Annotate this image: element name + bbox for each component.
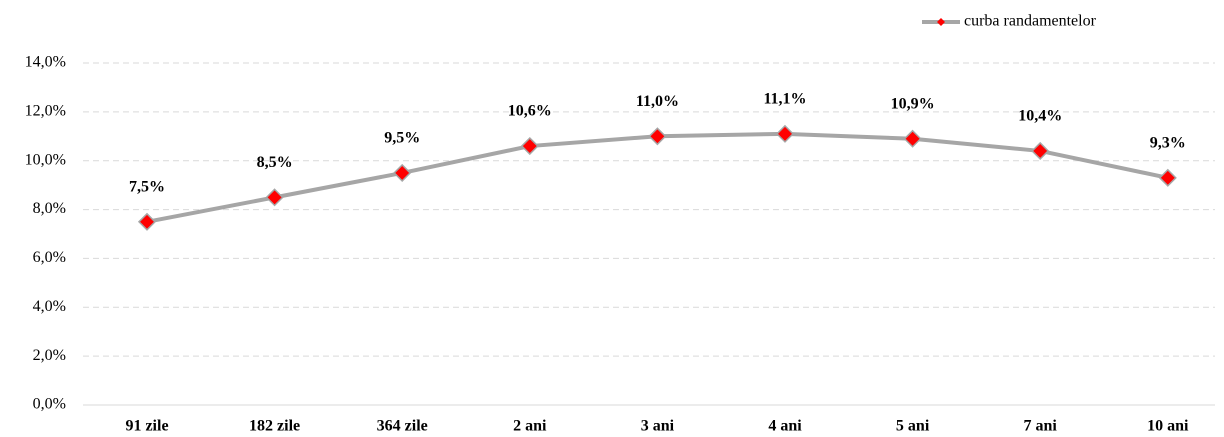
x-tick-label: 5 ani — [896, 418, 930, 435]
x-tick-label: 2 ani — [513, 418, 547, 435]
y-tick-label: 8,0% — [33, 200, 66, 217]
marker — [648, 127, 667, 146]
marker — [520, 136, 539, 156]
marker — [775, 124, 795, 143]
marker — [1031, 141, 1050, 161]
y-tick-label: 4,0% — [33, 298, 66, 315]
x-tick-label: 4 ani — [768, 418, 802, 435]
x-tick-label: 3 ani — [641, 418, 675, 435]
legend-label: curba randamentelor — [964, 13, 1097, 30]
x-tick-label: 91 zile — [125, 418, 168, 435]
x-tick-label: 10 ani — [1147, 418, 1189, 435]
y-tick-label: 14,0% — [25, 54, 66, 71]
x-tick-label: 182 zile — [249, 418, 300, 435]
marker — [1158, 168, 1177, 187]
y-tick-label: 12,0% — [25, 103, 66, 120]
marker — [393, 163, 412, 182]
data-label: 11,0% — [636, 93, 679, 110]
marker — [137, 212, 157, 231]
data-label: 7,5% — [129, 178, 165, 195]
y-tick-label: 2,0% — [33, 347, 66, 364]
marker — [903, 129, 922, 148]
legend-marker — [937, 18, 945, 26]
y-tick-label: 6,0% — [33, 249, 66, 266]
data-label: 10,6% — [508, 103, 552, 120]
data-label: 9,5% — [384, 130, 420, 147]
data-label: 10,9% — [891, 95, 935, 112]
x-tick-label: 7 ani — [1024, 418, 1058, 435]
marker — [265, 188, 284, 207]
series-line — [146, 131, 1169, 224]
y-tick-label: 10,0% — [25, 151, 66, 168]
x-tick-label: 364 zile — [377, 418, 428, 435]
data-label: 11,1% — [763, 91, 806, 108]
data-label: 10,4% — [1018, 108, 1062, 125]
y-tick-label: 0,0% — [33, 396, 66, 413]
data-label: 8,5% — [257, 154, 293, 171]
data-label: 9,3% — [1150, 134, 1186, 151]
